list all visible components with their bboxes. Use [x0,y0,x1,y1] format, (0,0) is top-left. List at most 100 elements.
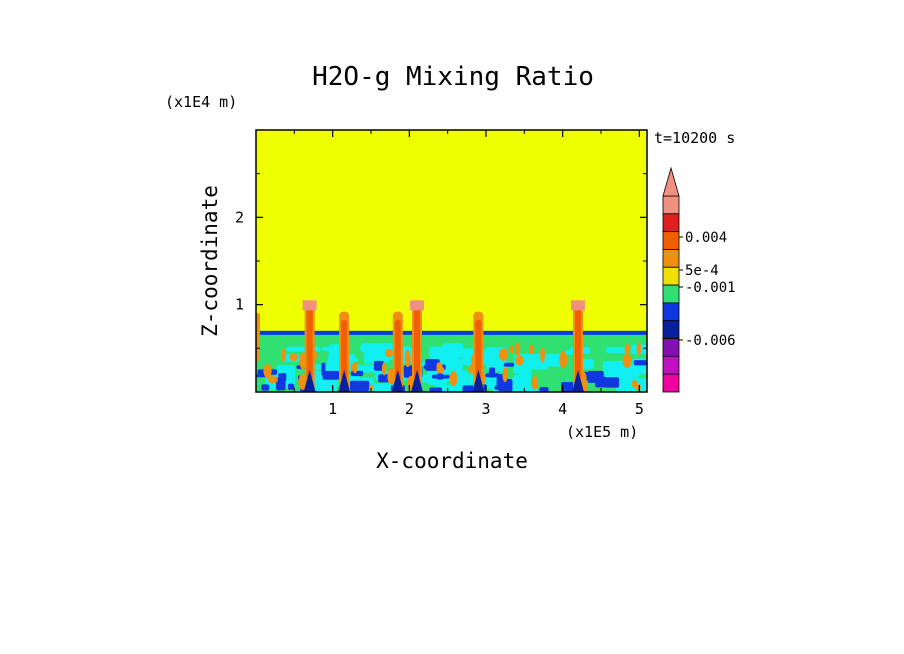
orange-speck [369,384,374,392]
x-unit-label: (x1E5 m) [566,423,638,441]
colorbar-label: -0.006 [685,333,736,349]
plume-core [394,319,401,380]
colorbar-extend-arrow [662,166,680,197]
blue-patch [595,376,606,388]
time-label: t=10200 s [654,129,735,147]
cyan-patch [511,378,531,392]
orange-speck [381,362,387,376]
plume-core [475,319,482,380]
colorbar-segment [662,231,680,250]
plume-root [472,370,485,392]
orange-speck [267,375,278,384]
plume-cap [410,300,424,311]
cyan-patch [321,346,332,352]
orange-speck [622,353,632,368]
x-tick-label: 1 [328,400,337,418]
blue-patch [350,370,364,377]
orange-speck [635,384,641,391]
plume-cap [571,300,585,311]
orange-speck [436,366,445,374]
orange-speck [498,348,509,361]
plume-core [341,319,348,380]
colorbar [662,166,680,393]
plume-core [414,308,420,380]
orange-speck [515,342,521,356]
plume-root [572,370,584,392]
colorbar-segment [662,266,680,286]
cyan-patch [442,343,464,358]
colorbar-segment [662,338,680,357]
blue-patch [429,387,443,392]
orange-speck [384,348,393,358]
orange-speck [263,363,272,379]
orange-speck [529,344,534,355]
blue-patch [436,373,444,380]
orange-speck [281,348,286,362]
orange-speck [559,351,568,369]
colorbar-label: -0.001 [685,280,736,296]
colorbar-segment [662,355,680,375]
orange-speck [540,347,545,364]
orange-speck [289,353,299,361]
blue-patch [261,384,270,391]
y-unit-label: (x1E4 m) [165,93,237,111]
colorbar-segment [662,213,680,233]
cyan-patch [580,359,594,369]
blue-patch [287,383,295,390]
y-axis: 12 [235,173,647,349]
mixing-ratio-field [256,300,647,393]
inversion-layer [256,330,647,335]
orange-speck [624,344,631,354]
orange-speck [299,352,307,370]
colorbar-segment [662,195,680,215]
colorbar-label: 0.004 [685,230,727,246]
cyan-patch [542,353,566,367]
colorbar-segment [662,320,680,339]
blue-patch [503,362,515,367]
blue-patch [633,360,647,366]
x-axis: 1 2 3 4 5 [293,130,644,418]
plume-root [338,370,351,392]
plume-root [391,370,404,392]
cyan-patch [364,349,390,364]
plot-area [255,129,648,393]
cyan-patch [513,374,527,382]
x-tick-label: 5 [635,400,644,418]
colorbar-segment [662,302,680,322]
y-tick-label: 2 [235,208,244,226]
plume-root [411,370,423,392]
orange-speck [502,366,508,383]
orange-speck [531,376,538,390]
blue-patch [373,360,385,371]
orange-speck [350,364,356,372]
blue-patch [539,387,549,392]
blue-patch [423,365,439,369]
x-axis-label: X-coordinate [376,449,528,473]
blue-patch [604,377,620,388]
y-tick-label: 1 [235,296,244,314]
x-tick-label: 2 [405,400,414,418]
colorbar-segment [662,373,680,393]
blue-patch [488,367,496,378]
cyan-patch [445,361,462,373]
orange-speck [509,345,514,354]
blue-patch [561,381,577,392]
y-axis-label: Z-coordinate [198,185,222,337]
orange-speck [636,342,642,356]
blue-patch [278,373,287,382]
colorbar-segment [662,249,680,268]
plume-root [303,370,316,392]
colorbar-segment [662,284,680,304]
blue-patch [350,380,370,392]
orange-speck [404,350,411,368]
x-tick-label: 4 [558,400,567,418]
blue-patch [498,385,504,392]
colorbar-label: 5e-4 [685,263,719,279]
plume-core [306,308,313,380]
cyan-patch [605,346,631,354]
plume-cap [302,300,317,311]
blue-patch [322,370,340,380]
blue-patch [404,372,411,378]
orange-speck [449,370,458,387]
